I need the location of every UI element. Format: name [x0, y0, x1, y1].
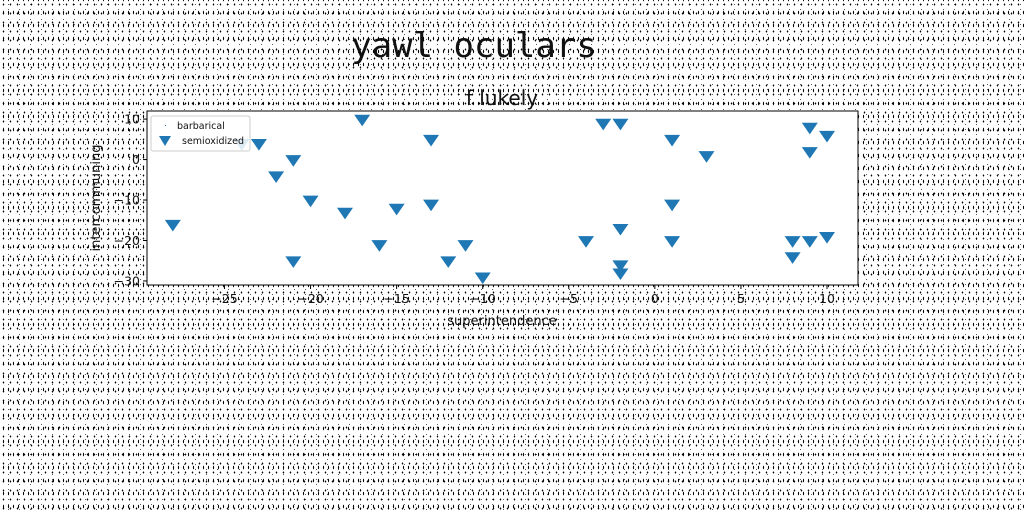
chart-title: f lukely: [466, 86, 538, 110]
x-axis-label: superintendence: [447, 314, 556, 329]
legend-label-barbarical: barbarical: [177, 121, 225, 132]
x-tick-label: −15: [383, 291, 409, 306]
x-tick-label: −20: [297, 291, 323, 306]
legend-label-semioxidized: semioxidized: [182, 136, 244, 147]
y-axis-label: intercommuning: [89, 144, 104, 251]
x-tick-label: 5: [737, 291, 745, 306]
x-tick-label: −25: [211, 291, 237, 306]
x-axis-ticks: −25 −20 −15 −10 −5 0 5 10: [211, 285, 835, 306]
legend-marker-barbarical-icon: [165, 125, 166, 126]
x-tick-label: −10: [470, 291, 496, 306]
x-tick-label: 0: [651, 291, 659, 306]
legend: barbarical semioxidized: [151, 116, 250, 151]
plot-area: [147, 111, 858, 285]
y-tick-label: −10: [114, 193, 140, 208]
x-tick-label: 10: [819, 291, 835, 306]
y-tick-label: 10: [124, 112, 140, 127]
y-tick-label: −20: [114, 233, 140, 248]
figure-suptitle: yawl oculars: [351, 26, 597, 66]
y-axis-ticks: 10 0 −10 −20 −30: [114, 112, 147, 289]
y-tick-label: −30: [114, 273, 140, 288]
x-tick-label: −5: [560, 291, 578, 306]
y-tick-label: 0: [132, 152, 140, 167]
